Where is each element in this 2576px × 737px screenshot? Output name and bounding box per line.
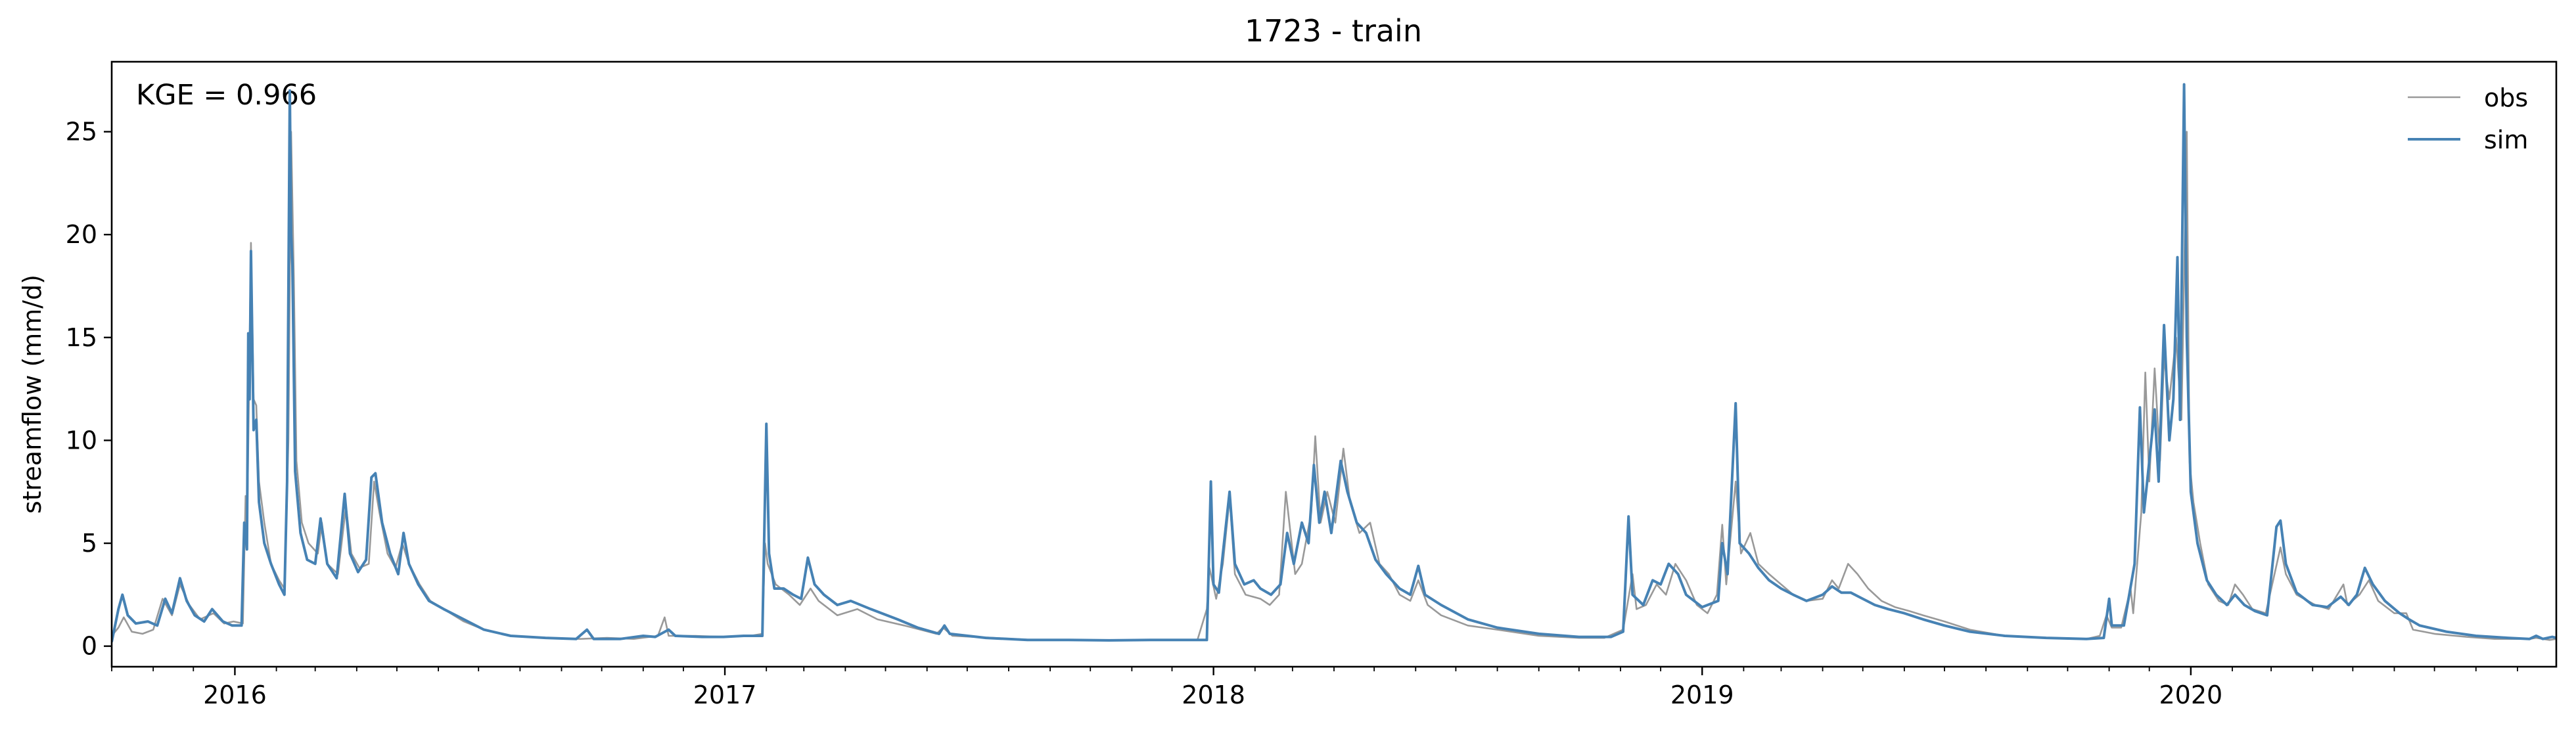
series-line-obs xyxy=(112,131,2556,642)
y-tick-label: 0 xyxy=(81,632,97,661)
legend: obs sim xyxy=(2408,83,2528,154)
x-tick-label: 2018 xyxy=(1182,681,1245,709)
x-tick-label: 2019 xyxy=(1670,681,1734,709)
plot-frame xyxy=(110,60,2558,668)
x-axis: 2016 2017 2018 2019 2020 xyxy=(111,667,2518,709)
chart-title: 1723 - train xyxy=(1245,13,1422,49)
legend-label-obs: obs xyxy=(2484,83,2528,112)
y-tick-label: 10 xyxy=(66,426,97,455)
y-axis-label: streamflow (mm/d) xyxy=(18,275,47,514)
legend-label-sim: sim xyxy=(2484,125,2528,154)
x-tick-label: 2020 xyxy=(2159,681,2222,709)
x-tick-label: 2016 xyxy=(203,681,267,709)
y-tick-label: 15 xyxy=(66,323,97,352)
y-tick-label: 20 xyxy=(66,220,97,249)
x-tick-label: 2017 xyxy=(693,681,757,709)
y-tick-label: 25 xyxy=(66,118,97,146)
kge-annotation: KGE = 0.966 xyxy=(136,79,317,112)
y-tick-label: 5 xyxy=(81,529,97,558)
series-line-sim xyxy=(112,83,2556,642)
y-axis: 0 5 10 15 20 25 xyxy=(66,118,112,661)
